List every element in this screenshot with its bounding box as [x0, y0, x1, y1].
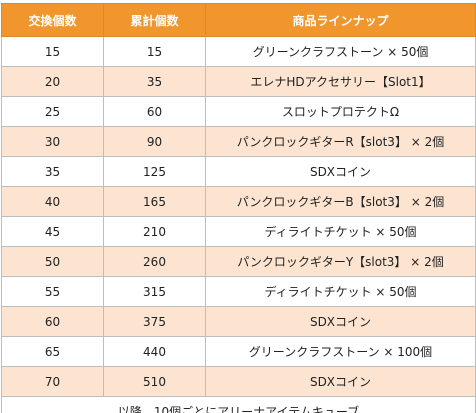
cell-item: ディライトチケット × 50個 [205, 276, 476, 307]
cell-item: パンクロックギターR【slot3】 × 2個 [205, 126, 476, 157]
cell-item: グリーンクラフストーン × 50個 [205, 36, 476, 67]
cell-item: スロットプロテクトΩ [205, 96, 476, 127]
cell-item: パンクロックギターY【slot3】 × 2個 [205, 246, 476, 277]
table-row: 15 15 グリーンクラフストーン × 50個 [1, 36, 476, 67]
header-exchange-count: 交換個数 [1, 3, 104, 37]
exchange-table: 交換個数 累計個数 商品ラインナップ 15 15 グリーンクラフストーン × 5… [1, 3, 476, 413]
cell-exchange-count: 15 [1, 36, 104, 67]
table-row: 25 60 スロットプロテクトΩ [1, 96, 476, 127]
table-row: 70 510 SDXコイン [1, 366, 476, 397]
cell-cumulative-count: 440 [103, 336, 206, 367]
table-footer-row: 以降、10個ごとにアリーナアイテムキューブ [1, 396, 476, 413]
cell-item: グリーンクラフストーン × 100個 [205, 336, 476, 367]
cell-exchange-count: 40 [1, 186, 104, 217]
table-header-row: 交換個数 累計個数 商品ラインナップ [1, 3, 476, 37]
cell-exchange-count: 50 [1, 246, 104, 277]
cell-cumulative-count: 90 [103, 126, 206, 157]
header-cumulative-count: 累計個数 [103, 3, 206, 37]
cell-cumulative-count: 165 [103, 186, 206, 217]
cell-exchange-count: 60 [1, 306, 104, 337]
cell-cumulative-count: 510 [103, 366, 206, 397]
table-row: 60 375 SDXコイン [1, 306, 476, 337]
cell-cumulative-count: 35 [103, 66, 206, 97]
cell-item: ディライトチケット × 50個 [205, 216, 476, 247]
cell-item: SDXコイン [205, 366, 476, 397]
cell-exchange-count: 55 [1, 276, 104, 307]
table-row: 45 210 ディライトチケット × 50個 [1, 216, 476, 247]
cell-item: SDXコイン [205, 156, 476, 187]
cell-exchange-count: 45 [1, 216, 104, 247]
cell-exchange-count: 30 [1, 126, 104, 157]
cell-cumulative-count: 15 [103, 36, 206, 67]
cell-cumulative-count: 60 [103, 96, 206, 127]
table-row: 55 315 ディライトチケット × 50個 [1, 276, 476, 307]
cell-cumulative-count: 375 [103, 306, 206, 337]
cell-cumulative-count: 315 [103, 276, 206, 307]
cell-exchange-count: 25 [1, 96, 104, 127]
table-row: 20 35 エレナHDアクセサリー【Slot1】 [1, 66, 476, 97]
cell-cumulative-count: 210 [103, 216, 206, 247]
table-row: 40 165 パンクロックギターB【slot3】 × 2個 [1, 186, 476, 217]
table-row: 50 260 パンクロックギターY【slot3】 × 2個 [1, 246, 476, 277]
table-row: 30 90 パンクロックギターR【slot3】 × 2個 [1, 126, 476, 157]
cell-exchange-count: 20 [1, 66, 104, 97]
cell-item: エレナHDアクセサリー【Slot1】 [205, 66, 476, 97]
cell-item: パンクロックギターB【slot3】 × 2個 [205, 186, 476, 217]
footer-note: 以降、10個ごとにアリーナアイテムキューブ [1, 396, 476, 413]
header-item-lineup: 商品ラインナップ [205, 3, 476, 37]
cell-item: SDXコイン [205, 306, 476, 337]
cell-exchange-count: 35 [1, 156, 104, 187]
table-row: 65 440 グリーンクラフストーン × 100個 [1, 336, 476, 367]
cell-cumulative-count: 260 [103, 246, 206, 277]
table-row: 35 125 SDXコイン [1, 156, 476, 187]
cell-cumulative-count: 125 [103, 156, 206, 187]
cell-exchange-count: 70 [1, 366, 104, 397]
cell-exchange-count: 65 [1, 336, 104, 367]
